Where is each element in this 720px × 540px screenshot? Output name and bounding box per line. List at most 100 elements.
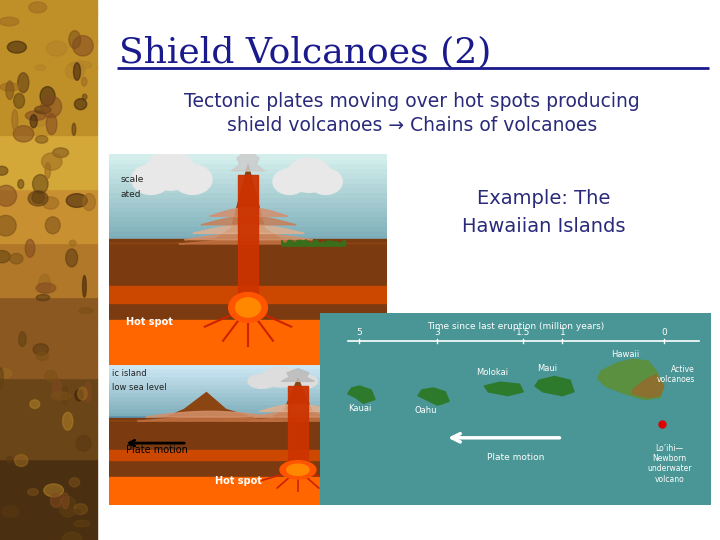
Bar [109,396,387,400]
Circle shape [174,165,212,194]
Text: Hawaii: Hawaii [611,350,639,359]
Bar [109,235,387,240]
Ellipse shape [45,370,57,381]
Bar [0,176,97,189]
Bar [109,368,387,373]
Ellipse shape [53,379,61,398]
Bar [109,384,387,388]
Bar [109,207,387,212]
Circle shape [287,464,309,475]
Bar [109,372,387,376]
Ellipse shape [63,532,81,540]
Ellipse shape [18,179,24,188]
Bar [0,472,97,486]
Polygon shape [282,369,315,381]
Ellipse shape [6,456,13,463]
Polygon shape [220,379,387,421]
Bar [109,168,387,173]
Ellipse shape [32,191,45,204]
Ellipse shape [0,83,20,91]
Bar [109,239,387,367]
Bar [0,27,97,40]
Ellipse shape [14,93,24,109]
Bar [0,68,97,81]
Bar [0,486,97,500]
Ellipse shape [72,123,76,136]
Ellipse shape [78,387,87,400]
Bar [109,416,387,430]
Bar [0,14,97,27]
Text: Shield Volcanoes (2): Shield Volcanoes (2) [119,35,491,69]
Bar [109,320,387,367]
Ellipse shape [75,389,83,401]
Bar [109,226,387,231]
Ellipse shape [39,274,50,295]
Bar [0,310,97,324]
Circle shape [273,169,306,194]
Ellipse shape [30,114,37,128]
Bar [109,450,387,460]
Bar [109,376,387,380]
Ellipse shape [0,368,3,389]
Circle shape [132,165,171,194]
Ellipse shape [69,240,76,246]
Bar [109,202,387,207]
Text: low sea level: low sea level [112,383,167,392]
Ellipse shape [50,392,71,400]
Ellipse shape [63,412,73,430]
Ellipse shape [35,136,48,143]
Bar [109,178,387,183]
Text: Hot spot: Hot spot [215,476,261,486]
Ellipse shape [0,17,19,26]
Polygon shape [418,388,449,405]
Circle shape [235,298,261,317]
Bar [109,400,387,404]
Ellipse shape [66,62,85,79]
Ellipse shape [79,308,93,314]
Text: Plate motion: Plate motion [126,445,188,455]
Bar [0,230,97,243]
Ellipse shape [45,163,50,178]
Ellipse shape [66,249,78,267]
Bar [109,192,387,197]
Bar [0,459,97,472]
Text: Hot spot: Hot spot [126,316,173,327]
Bar [109,477,387,505]
Bar [0,81,97,94]
Ellipse shape [33,343,48,355]
Bar [0,446,97,459]
Ellipse shape [0,369,12,378]
Ellipse shape [74,520,90,527]
Bar [0,513,97,526]
Bar [109,164,387,168]
Ellipse shape [7,41,27,53]
Bar [0,324,97,338]
Ellipse shape [73,63,81,80]
Polygon shape [109,165,387,244]
Ellipse shape [36,295,50,301]
Bar [0,189,97,202]
Bar [0,0,97,14]
Circle shape [309,169,342,194]
Text: Oahu: Oahu [415,406,437,415]
Ellipse shape [30,400,40,408]
Bar [0,418,97,432]
Bar [109,187,387,192]
Text: Lo’ihi—
Newborn
underwater
volcano: Lo’ihi— Newborn underwater volcano [647,443,692,484]
Text: 0: 0 [661,328,667,337]
Circle shape [248,374,276,388]
Bar [109,231,387,235]
Bar [109,154,387,159]
Ellipse shape [0,251,10,263]
Ellipse shape [61,386,68,405]
Bar [0,54,97,68]
Bar [109,197,387,202]
Text: Maui: Maui [536,364,557,373]
Ellipse shape [28,191,48,206]
Polygon shape [485,382,523,396]
Ellipse shape [53,148,68,158]
Ellipse shape [32,109,48,126]
Bar [0,392,97,405]
Text: 5: 5 [356,328,362,337]
Circle shape [229,293,267,322]
